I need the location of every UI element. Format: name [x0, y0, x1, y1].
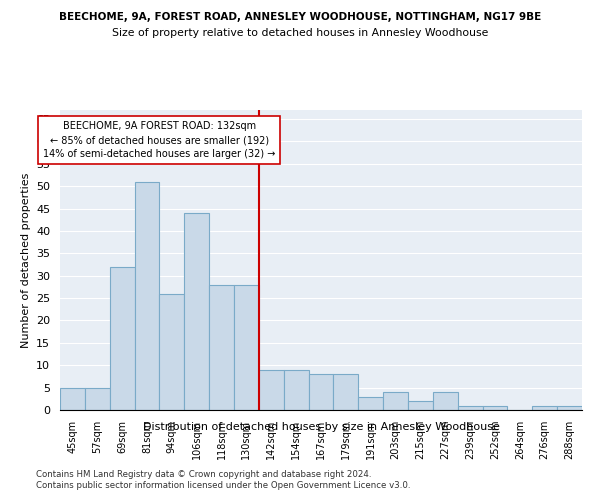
Bar	[160, 294, 184, 410]
Bar	[134, 182, 160, 410]
Text: BEECHOME, 9A, FOREST ROAD, ANNESLEY WOODHOUSE, NOTTINGHAM, NG17 9BE: BEECHOME, 9A, FOREST ROAD, ANNESLEY WOOD…	[59, 12, 541, 22]
Text: BEECHOME, 9A FOREST ROAD: 132sqm
← 85% of detached houses are smaller (192)
14% : BEECHOME, 9A FOREST ROAD: 132sqm ← 85% o…	[43, 121, 275, 159]
Bar	[209, 284, 234, 410]
Bar	[85, 388, 110, 410]
Bar	[482, 406, 508, 410]
Bar	[259, 370, 284, 410]
Bar	[458, 406, 482, 410]
Text: Contains HM Land Registry data © Crown copyright and database right 2024.: Contains HM Land Registry data © Crown c…	[36, 470, 371, 479]
Bar	[358, 396, 383, 410]
Bar	[308, 374, 334, 410]
Y-axis label: Number of detached properties: Number of detached properties	[20, 172, 31, 348]
Text: Size of property relative to detached houses in Annesley Woodhouse: Size of property relative to detached ho…	[112, 28, 488, 38]
Bar	[334, 374, 358, 410]
Bar	[557, 406, 582, 410]
Bar	[184, 213, 209, 410]
Bar	[408, 401, 433, 410]
Bar	[433, 392, 458, 410]
Bar	[110, 266, 134, 410]
Bar	[532, 406, 557, 410]
Bar	[383, 392, 408, 410]
Text: Distribution of detached houses by size in Annesley Woodhouse: Distribution of detached houses by size …	[143, 422, 499, 432]
Text: Contains public sector information licensed under the Open Government Licence v3: Contains public sector information licen…	[36, 481, 410, 490]
Bar	[284, 370, 308, 410]
Bar	[60, 388, 85, 410]
Bar	[234, 284, 259, 410]
